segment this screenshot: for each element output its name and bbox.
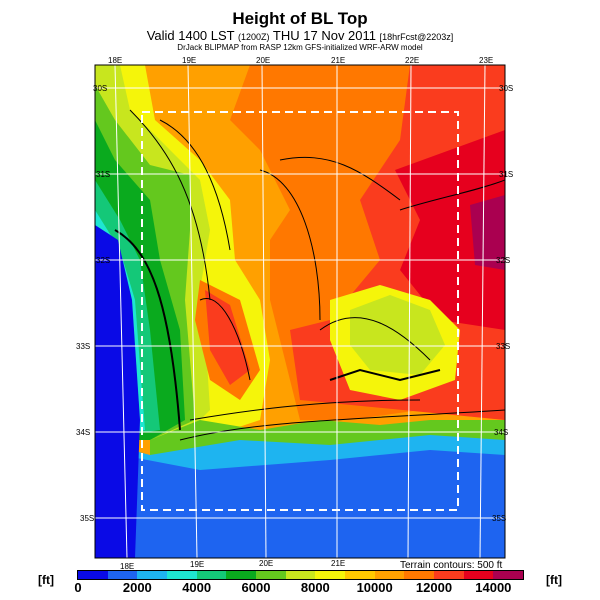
colorbar-tick-label: 6000 [241,580,271,595]
colorbar-bin [374,571,405,579]
inner-domain-box [141,111,459,511]
colorbar-bin [226,571,257,579]
utc-time: (1200Z) [238,32,270,42]
colorbar-bin [137,571,168,579]
colorbar-tick-label: 10000 [356,580,393,595]
lon-label: 20E [256,56,270,65]
colorbar-tick-label: 14000 [475,580,512,595]
valid-time: Valid 1400 LST (1200Z) THU 17 Nov 2011 [… [0,28,600,43]
colorbar [77,570,524,580]
lat-label: 34S [494,428,508,437]
forecast-info: [18hrFcst@2203z] [379,32,454,42]
terrain-contours-note: Terrain contours: 500 ft [400,560,503,571]
lat-labels-left: 30S 31S 32S 33S 34S 35S [76,84,110,523]
lon-label: 23E [479,56,493,65]
map-border [94,64,506,559]
model-credit: DrJack BLIPMAP from RASP 12km GFS-initia… [177,43,423,52]
unit-label-right: [ft] [546,573,562,587]
lat-label: 30S [93,84,107,93]
colorbar-bin [78,571,108,579]
lon-label: 19E [190,560,204,569]
lat-labels-right: 30S 31S 32S 33S 34S 35S [492,84,513,523]
unit-label-left: [ft] [38,573,54,587]
color-fill [95,65,505,558]
colorbar-tick-label: 2000 [122,580,152,595]
colorbar-bin [315,571,346,579]
colorbar-tick-label: 0 [74,580,82,595]
lon-label: 22E [405,56,419,65]
colorbar-tick-label: 12000 [415,580,453,595]
colorbar-bin [256,571,286,579]
colorbar-bin [493,571,524,579]
graticule [95,64,505,559]
colorbar-bin [285,571,316,579]
colorbar-bin [196,571,227,579]
lon-label: 20E [259,559,273,568]
lon-labels-bottom: 18E 19E 20E 21E [120,559,345,571]
lat-label: 33S [76,342,90,351]
colorbar-tick-label: 4000 [182,580,212,595]
colorbar-bin [463,571,494,579]
lon-label: 19E [182,56,196,65]
lat-label: 33S [496,342,510,351]
colorbar-bin [107,571,138,579]
chart-title: Height of BL Top [232,9,368,28]
valid-date: THU 17 Nov 2011 [272,28,377,43]
colorbar-bin [167,571,197,579]
lat-label: 35S [492,514,506,523]
lat-label: 31S [499,170,513,179]
lat-label: 32S [496,256,510,265]
colorbar-bin [345,571,375,579]
lon-label: 18E [120,562,134,571]
lat-label: 30S [499,84,513,93]
lat-label: 31S [96,170,110,179]
lon-label: 18E [108,56,122,65]
colorbar-bin [434,571,464,579]
lat-label: 34S [76,428,90,437]
colorbar-bin [404,571,435,579]
valid-label: Valid 1400 LST [146,28,235,43]
lon-label: 21E [331,559,345,568]
lat-label: 35S [80,514,94,523]
lon-label: 21E [331,56,345,65]
colorbar-tick-label: 8000 [300,580,330,595]
lat-label: 32S [96,256,110,265]
lon-labels-top: 18E 19E 20E 21E 22E 23E [108,56,493,65]
